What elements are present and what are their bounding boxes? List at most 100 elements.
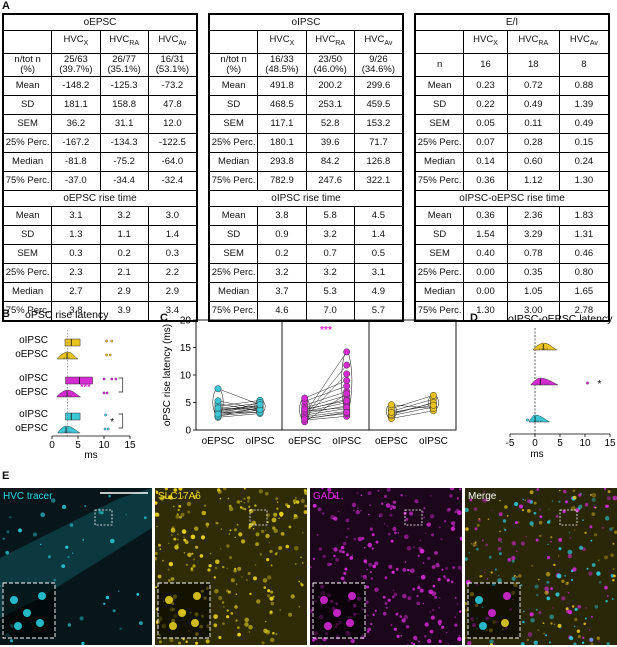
micrograph-image bbox=[155, 488, 307, 645]
cell-signal bbox=[169, 638, 174, 643]
cell-signal bbox=[596, 571, 601, 576]
cell-signal bbox=[544, 586, 549, 591]
cell-signal bbox=[581, 641, 585, 644]
sig-annotation: *** bbox=[80, 382, 91, 392]
cell-signal bbox=[535, 538, 539, 542]
cell-signal bbox=[438, 623, 441, 626]
table-row: 25% Perc. 180.1 39.6 71.7 bbox=[208, 133, 404, 153]
cell-signal bbox=[519, 504, 523, 509]
cell-signal bbox=[558, 538, 563, 542]
cell-signal bbox=[355, 510, 360, 515]
pct-value: (53.1%) bbox=[155, 64, 189, 75]
cell-signal bbox=[612, 578, 615, 582]
cell-signal bbox=[392, 595, 395, 599]
cell-signal bbox=[252, 527, 255, 530]
inset-cell bbox=[475, 596, 483, 604]
cell-signal bbox=[507, 558, 512, 562]
cell-signal bbox=[412, 643, 416, 645]
cell-signal bbox=[520, 584, 523, 587]
inset-cell bbox=[193, 592, 201, 600]
cell-signal bbox=[489, 643, 493, 645]
cell-signal bbox=[534, 584, 539, 589]
table-cell: 39.6 bbox=[305, 133, 355, 153]
cell-signal bbox=[310, 566, 312, 569]
col-header: HVC bbox=[473, 34, 494, 46]
cell-signal bbox=[338, 549, 343, 553]
pair-line bbox=[391, 404, 434, 409]
x-tick-label: -5 bbox=[506, 438, 515, 449]
epsc-point bbox=[387, 401, 395, 409]
cell-signal bbox=[347, 527, 350, 530]
table-cell: 322.1 bbox=[353, 171, 404, 191]
cell-signal bbox=[185, 640, 188, 643]
cell-signal bbox=[246, 579, 248, 581]
table-cell: 180.1 bbox=[257, 133, 307, 153]
cell-signal bbox=[502, 519, 507, 523]
table-cell: 0.35 bbox=[506, 263, 560, 283]
cell-signal bbox=[563, 489, 567, 494]
cell-signal bbox=[192, 564, 196, 568]
cell-signal bbox=[445, 567, 448, 570]
cell-signal bbox=[374, 588, 377, 590]
cell-signal bbox=[543, 632, 545, 635]
cell-signal bbox=[155, 512, 159, 517]
cell-signal bbox=[195, 641, 199, 645]
cell-signal bbox=[5, 550, 9, 555]
cell-signal bbox=[443, 520, 447, 523]
table-row: SD 1.3 1.1 1.4 bbox=[2, 225, 198, 245]
table-cell: 0.80 bbox=[558, 263, 610, 283]
cell-signal bbox=[612, 495, 617, 501]
x-tick-label: oEPSC bbox=[288, 436, 321, 447]
table-cell: SD bbox=[414, 225, 465, 245]
cell-signal bbox=[472, 542, 477, 547]
table-row: SD 0.22 0.49 1.39 bbox=[414, 95, 610, 115]
cell-signal bbox=[571, 579, 573, 581]
table-cell: -125.3 bbox=[99, 76, 149, 96]
table-cell: 71.7 bbox=[353, 133, 404, 153]
cell-signal bbox=[190, 534, 196, 540]
cell-signal bbox=[205, 522, 210, 527]
violin-ipsc bbox=[64, 338, 81, 347]
pair-line bbox=[391, 406, 434, 416]
table-cell bbox=[2, 30, 53, 54]
cell-signal bbox=[248, 526, 251, 530]
cell-signal bbox=[409, 568, 415, 574]
cell-signal bbox=[470, 543, 473, 545]
cell-signal bbox=[366, 585, 369, 589]
cell-signal bbox=[584, 617, 587, 620]
cell-signal bbox=[550, 587, 553, 590]
col-header-sub: RA bbox=[335, 39, 346, 47]
cell-signal bbox=[186, 501, 192, 507]
pair-line bbox=[304, 391, 347, 406]
table-cell: 1.3 bbox=[51, 225, 101, 245]
cell-signal bbox=[119, 627, 122, 630]
cell-signal bbox=[9, 639, 14, 643]
cell-signal bbox=[576, 629, 581, 633]
cell-signal bbox=[263, 628, 268, 633]
table-cell: 0.9 bbox=[257, 225, 307, 245]
table-row: Mean -148.2 -125.3 -73.2 bbox=[2, 76, 198, 96]
table-cell: 84.2 bbox=[305, 152, 355, 172]
cell-signal bbox=[269, 610, 273, 614]
cell-signal bbox=[374, 561, 379, 566]
cell-signal bbox=[454, 616, 456, 618]
table-cell: SEM bbox=[2, 244, 53, 264]
table-cell: SD bbox=[2, 225, 53, 245]
cell-signal bbox=[367, 627, 371, 632]
cell-signal bbox=[270, 590, 274, 594]
cell-signal bbox=[222, 565, 225, 569]
cell-signal bbox=[550, 536, 553, 539]
cell-signal bbox=[234, 567, 237, 570]
cell-signal bbox=[467, 641, 472, 645]
table-cell: 3.9 bbox=[99, 301, 149, 321]
cell-signal bbox=[465, 527, 469, 531]
table-row: HVCX HVCRA HVCAv bbox=[414, 30, 610, 54]
pair-line bbox=[304, 405, 347, 414]
cell-signal bbox=[521, 509, 524, 512]
table-cell: 75% Perc. bbox=[2, 171, 53, 191]
cell-signal bbox=[385, 504, 387, 506]
cell-signal bbox=[544, 590, 549, 595]
cell-signal bbox=[511, 576, 516, 581]
cell-signal bbox=[447, 642, 450, 645]
cell-signal bbox=[605, 600, 608, 603]
